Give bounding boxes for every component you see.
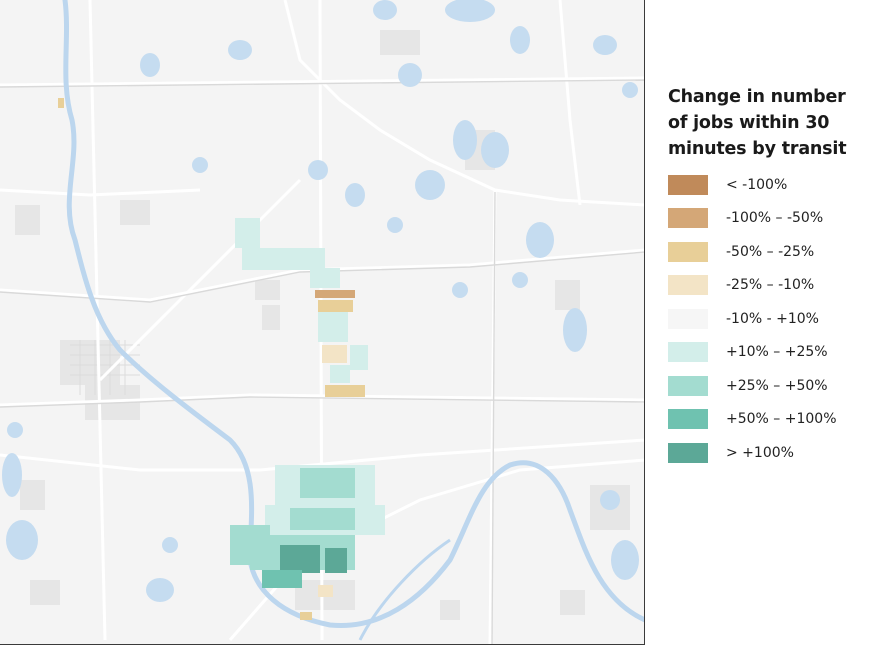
legend-swatch (668, 241, 708, 262)
legend-item: > +100% (668, 436, 868, 470)
legend-label: < -100% (726, 176, 788, 193)
legend-item: -100% – -50% (668, 202, 868, 236)
legend-label: -25% – -10% (726, 277, 815, 294)
legend-swatch (668, 375, 708, 396)
legend-swatch (668, 409, 708, 430)
legend-label: -100% – -50% (726, 210, 824, 227)
change-cells-north (235, 218, 368, 397)
legend-item: -10% - +10% (668, 302, 868, 336)
legend-label: -10% - +10% (726, 310, 819, 327)
lakes (2, 0, 639, 602)
legend-item: +25% – +50% (668, 369, 868, 403)
minnesota-river (358, 538, 451, 641)
legend-swatch (668, 442, 708, 463)
legend-item: -25% – -10% (668, 269, 868, 303)
highway-casing (0, 79, 644, 644)
legend-title: Change in number of jobs within 30 minut… (668, 87, 847, 159)
legend-label: +25% – +50% (726, 377, 828, 394)
legend-swatch (668, 342, 708, 363)
map-view[interactable] (0, 0, 645, 645)
legend-rows: < -100% -100% – -50% -50% – -25% -25% – -10… (668, 168, 868, 470)
change-cell-small (58, 98, 64, 108)
legend-swatch (668, 174, 708, 195)
legend-label: > +100% (726, 444, 794, 461)
legend-swatch (668, 208, 708, 229)
legend-label: +50% – +100% (726, 411, 837, 428)
legend-item: +10% – +25% (668, 336, 868, 370)
legend-item: +50% – +100% (668, 403, 868, 437)
map-canvas (0, 0, 644, 644)
legend-label: -50% – -25% (726, 243, 815, 260)
legend-label: +10% – +25% (726, 344, 828, 361)
legend-item: -50% – -25% (668, 235, 868, 269)
legend-item: < -100% (668, 168, 868, 202)
change-cells-south (230, 465, 385, 620)
legend-swatch (668, 275, 708, 296)
legend-swatch (668, 308, 708, 329)
map-legend: Change in number of jobs within 30 minut… (668, 84, 868, 470)
